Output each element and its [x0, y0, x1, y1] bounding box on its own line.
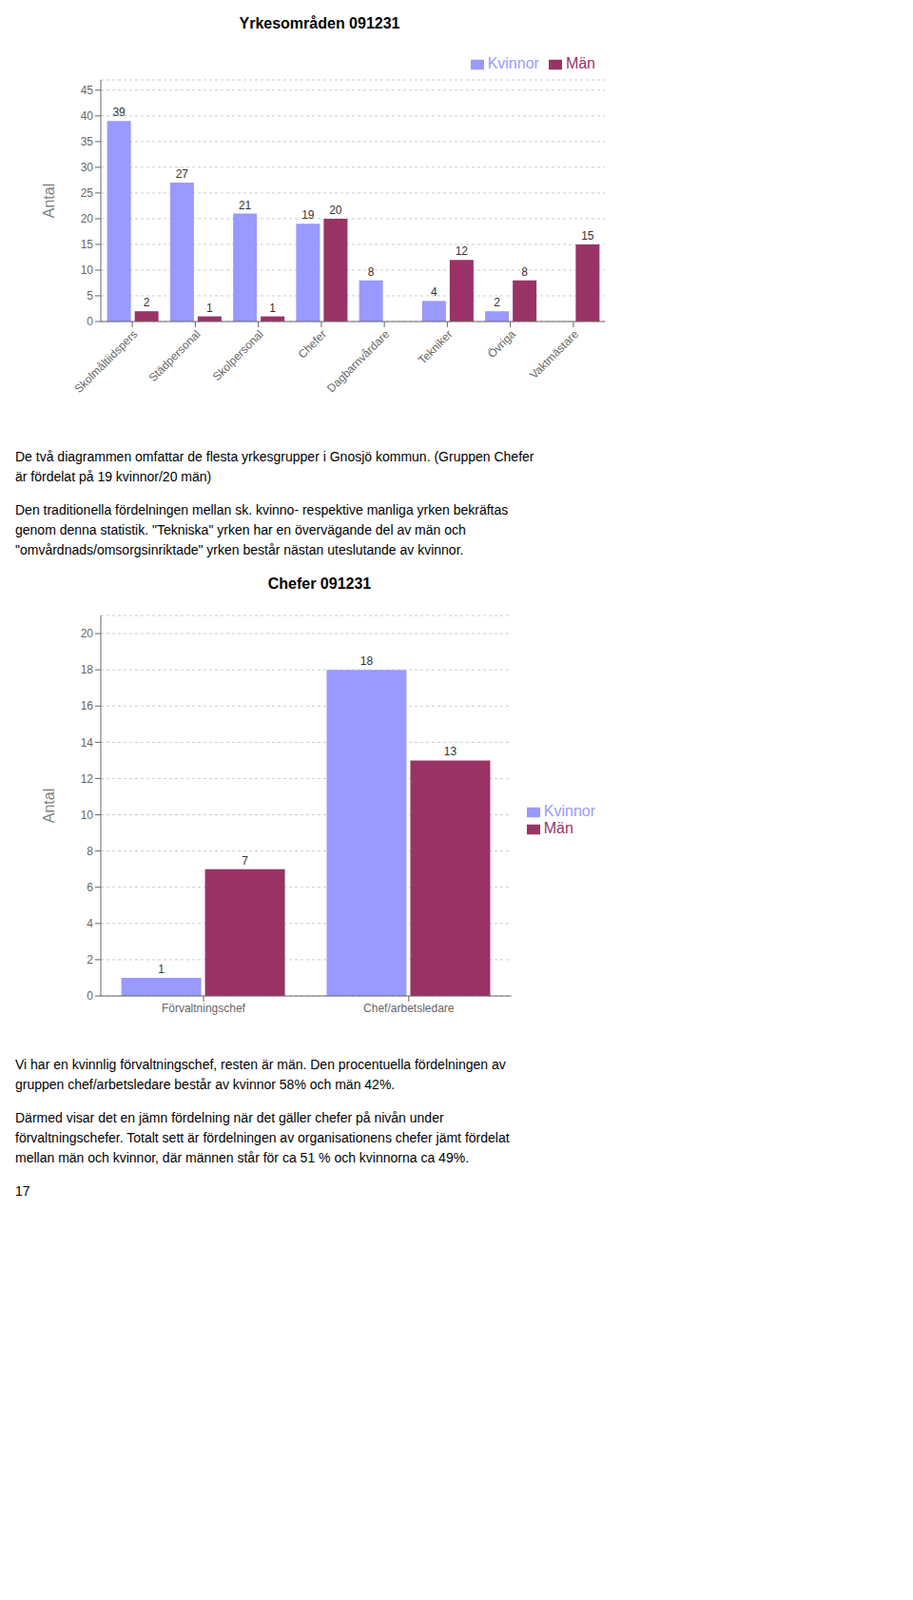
svg-text:18: 18 [80, 662, 95, 677]
svg-text:10: 10 [80, 808, 95, 822]
svg-text:35: 35 [80, 135, 95, 149]
svg-text:Chef/arbetsledare: Chef/arbetsledare [363, 1001, 455, 1015]
svg-text:1: 1 [206, 301, 214, 315]
svg-text:2: 2 [143, 295, 151, 310]
html-text:Män: Män [543, 819, 574, 836]
svg-text:1: 1 [269, 301, 276, 315]
html-text:är fördelat på 19 kvinnor/20 m: är fördelat på 19 kvinnor/20 män) [15, 468, 212, 485]
svg-text:Antal: Antal [40, 788, 58, 823]
svg-text:16: 16 [80, 699, 95, 713]
svg-text:Skolmåltiidspers: Skolmåltiidspers [72, 327, 141, 396]
svg-text:15: 15 [80, 237, 95, 252]
svg-text:1: 1 [157, 962, 165, 976]
html-text:Kvinnor: Kvinnor [487, 55, 540, 72]
svg-text:15: 15 [581, 229, 595, 243]
svg-text:39: 39 [112, 105, 126, 119]
svg-text:12: 12 [455, 244, 469, 258]
html-text:Den traditionella fördelningen: Den traditionella fördelningen mellan sk… [15, 502, 509, 518]
html-text:"omvårdnads/omsorgsinriktade": "omvårdnads/omsorgsinriktade" yrken best… [15, 542, 464, 558]
svg-text:18: 18 [360, 654, 374, 668]
svg-text:19: 19 [301, 208, 315, 222]
svg-text:13: 13 [444, 744, 458, 758]
html-text:Därmed visar det en jämn förde: Därmed visar det en jämn fördelning när … [15, 1109, 444, 1126]
html-text:17: 17 [15, 1183, 31, 1199]
svg-text:4: 4 [430, 285, 438, 299]
svg-text:Vaktmästare: Vaktmästare [526, 327, 582, 382]
svg-text:Städpersonal: Städpersonal [146, 327, 204, 385]
svg-text:Övriga: Övriga [485, 327, 519, 361]
svg-text:20: 20 [329, 203, 343, 217]
svg-text:Dagbarnvårdare: Dagbarnvårdare [324, 327, 392, 395]
html-text:Yrkesområden 091231: Yrkesområden 091231 [239, 15, 400, 32]
svg-text:8: 8 [86, 844, 94, 858]
svg-text:6: 6 [86, 880, 94, 894]
html-text:genom denna statistik. "Teknis: genom denna statistik. "Tekniska" yrken … [15, 522, 466, 538]
svg-text:Skolpersonal: Skolpersonal [210, 327, 267, 384]
svg-text:4: 4 [86, 916, 94, 931]
svg-text:45: 45 [80, 83, 95, 98]
svg-text:25: 25 [80, 186, 95, 200]
html-text:Män: Män [565, 55, 596, 72]
svg-text:0: 0 [86, 314, 94, 329]
svg-text:40: 40 [80, 109, 95, 123]
html-text:Vi har en kvinnlig förvaltning: Vi har en kvinnlig förvaltningschef, res… [15, 1056, 506, 1072]
svg-text:27: 27 [175, 167, 190, 181]
svg-text:Förvaltningschef: Förvaltningschef [161, 1001, 247, 1015]
svg-text:21: 21 [238, 198, 253, 213]
svg-text:2: 2 [86, 952, 94, 967]
html-text:gruppen chef/arbetsledare best: gruppen chef/arbetsledare består av kvin… [15, 1076, 395, 1092]
svg-text:7: 7 [241, 854, 249, 868]
svg-text:5: 5 [86, 289, 94, 303]
svg-text:12: 12 [80, 772, 95, 786]
svg-text:14: 14 [80, 736, 95, 750]
svg-text:20: 20 [80, 212, 95, 226]
html-text:Chefer 091231: Chefer 091231 [267, 575, 372, 592]
svg-text:Tekniker: Tekniker [415, 327, 455, 367]
svg-text:8: 8 [368, 265, 375, 279]
html-text:förvaltningschefer. Totalt set: förvaltningschefer. Totalt sett är förde… [15, 1129, 510, 1146]
svg-text:0: 0 [86, 989, 94, 1003]
html-text:De två diagrammen omfattar de: De två diagrammen omfattar de flesta yrk… [15, 448, 535, 465]
html-text:Kvinnor: Kvinnor [543, 802, 596, 819]
svg-text:2: 2 [493, 295, 501, 310]
svg-text:Chefer: Chefer [295, 327, 330, 361]
svg-text:Antal: Antal [40, 183, 58, 218]
svg-text:30: 30 [80, 160, 95, 175]
svg-text:10: 10 [80, 263, 95, 277]
html-text:mellan män och kvinnor, där mä: mellan män och kvinnor, där männen står … [15, 1149, 469, 1166]
svg-text:8: 8 [521, 265, 528, 279]
svg-text:20: 20 [80, 626, 95, 641]
